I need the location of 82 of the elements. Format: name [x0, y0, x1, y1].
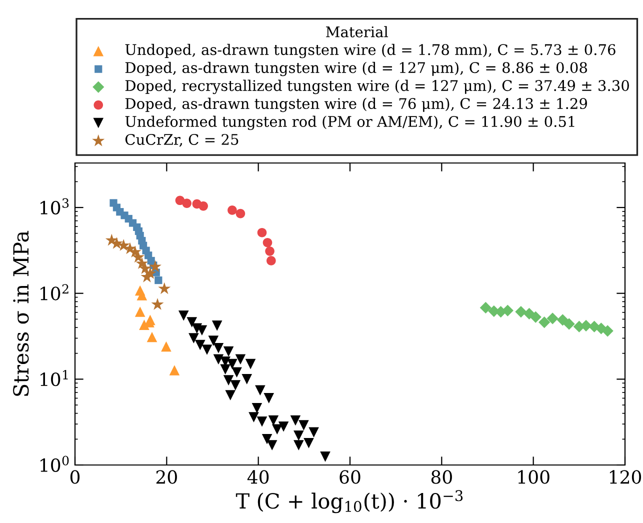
point: [556, 314, 568, 326]
point: [202, 344, 212, 355]
point: [262, 238, 272, 248]
x-tick-label: 60: [340, 470, 360, 484]
point: [515, 306, 527, 318]
point: [294, 440, 304, 450]
x-tick-label: 120: [610, 470, 642, 484]
legend-label: CuCrZr, C = 25: [125, 134, 238, 147]
point: [154, 276, 162, 284]
point: [262, 434, 272, 444]
point: [308, 427, 319, 438]
x-axis-title: T (C + log$_{10}$(t)) · 10$^{−3}$: [236, 490, 463, 514]
point: [188, 333, 199, 344]
point: [563, 318, 575, 330]
point: [228, 206, 237, 215]
point: [198, 201, 208, 211]
point: [213, 354, 224, 365]
point: [530, 311, 542, 323]
point: [212, 320, 222, 331]
y-tick-label: 10$^{1}$: [40, 370, 68, 386]
x-tick-label: 100: [518, 470, 550, 484]
legend-title: Material: [326, 26, 388, 38]
point: [194, 340, 206, 350]
point: [232, 367, 242, 378]
point: [248, 412, 259, 422]
point: [245, 358, 256, 370]
y-tick-label: 10$^{0}$: [40, 456, 69, 472]
point: [213, 342, 224, 354]
point: [223, 346, 234, 357]
point: [132, 250, 145, 263]
point: [148, 260, 162, 272]
point: [266, 256, 276, 266]
point: [220, 364, 230, 375]
point: [225, 390, 236, 400]
point: [151, 298, 164, 310]
point: [256, 416, 268, 427]
point: [278, 421, 289, 432]
point: [294, 430, 304, 441]
legend-label: Doped, as-drawn tungsten wire (d = 76 μm), C = 24.13 ± 1.29: [125, 98, 588, 112]
point: [242, 374, 252, 384]
point: [178, 310, 189, 321]
point: [235, 354, 246, 365]
x-tick-label: 20: [156, 470, 177, 484]
point: [264, 393, 274, 404]
point: [146, 332, 158, 342]
point: [134, 306, 146, 317]
y-tick-label: 10$^{3}$: [40, 198, 69, 214]
point: [252, 402, 262, 414]
legend-label: Undeformed tungsten rod (PM or AM/EM), C = 11.90 ± 0.51: [125, 116, 574, 130]
point: [320, 452, 330, 462]
point: [272, 424, 282, 435]
point: [230, 380, 241, 390]
x-tick-label: 80: [431, 470, 452, 484]
point: [265, 246, 274, 256]
point: [304, 438, 314, 448]
point: [169, 365, 180, 376]
point: [161, 341, 172, 352]
point: [602, 325, 614, 337]
point: [298, 420, 309, 430]
point: [257, 228, 267, 238]
y-axis-title: Stress σ in MPa: [13, 230, 29, 396]
point: [223, 375, 234, 386]
point: [138, 262, 152, 274]
point: [538, 316, 550, 328]
y-tick-label: 10$^{2}$: [40, 284, 68, 300]
point: [290, 415, 301, 426]
point: [236, 208, 246, 218]
x-tick-label: 0: [70, 470, 80, 484]
point: [266, 440, 278, 450]
point: [158, 282, 171, 294]
legend-label: Doped, as-drawn tungsten wire (d = 127 μm), C = 8.86 ± 0.08: [125, 62, 588, 76]
point: [255, 385, 266, 396]
point: [186, 317, 198, 328]
point: [182, 198, 192, 208]
point: [208, 336, 219, 346]
legend-label: Undoped, as-drawn tungsten wire (d = 1.78 mm), C = 5.73 ± 0.76: [125, 44, 616, 58]
point: [227, 358, 238, 370]
point: [268, 415, 279, 426]
legend-label: Doped, recrystallized tungsten wire (d = 127 μm), C = 37.49 ± 3.30: [125, 80, 629, 94]
x-tick-label: 40: [247, 470, 269, 484]
point: [546, 312, 558, 324]
point: [480, 302, 492, 314]
